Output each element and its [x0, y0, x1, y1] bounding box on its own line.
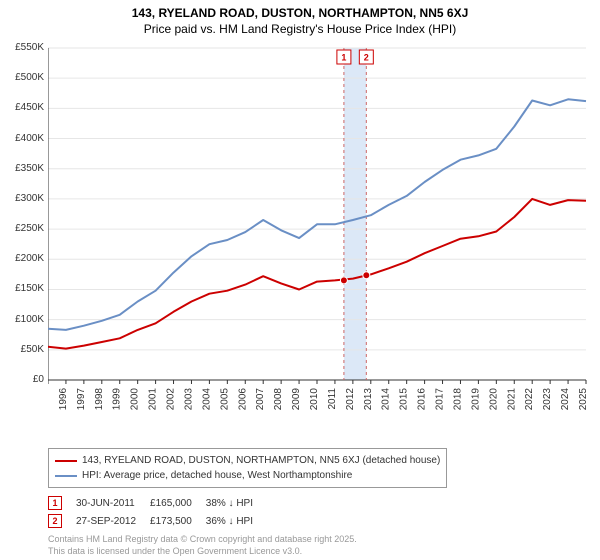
y-tick-label: £50K: [0, 344, 44, 355]
legend-item: 143, RYELAND ROAD, DUSTON, NORTHAMPTON, …: [55, 453, 440, 468]
transactions-table: 1 30-JUN-2011£165,00038% ↓ HPI 2 27-SEP-201…: [48, 494, 267, 530]
transaction-marker: 1: [48, 496, 62, 510]
legend-swatch: [55, 475, 77, 477]
y-tick-label: £0: [0, 374, 44, 385]
svg-text:1997: 1997: [76, 388, 87, 411]
svg-text:2019: 2019: [470, 388, 481, 411]
transaction-delta: 36% ↓ HPI: [206, 512, 267, 530]
svg-text:2: 2: [364, 53, 369, 63]
svg-text:2004: 2004: [201, 388, 212, 411]
svg-text:2003: 2003: [183, 388, 194, 411]
transaction-marker: 2: [48, 514, 62, 528]
svg-text:1: 1: [341, 53, 346, 63]
chart-svg: 1995 1996 1997 1998 1999 2000 2001 2002 2003 2004…: [48, 44, 592, 414]
svg-text:2016: 2016: [417, 388, 428, 411]
svg-text:2021: 2021: [506, 388, 517, 411]
footnote-line1: Contains HM Land Registry data © Crown c…: [48, 534, 357, 544]
svg-text:2011: 2011: [327, 388, 338, 410]
transaction-date: 27-SEP-2012: [76, 512, 150, 530]
svg-text:2020: 2020: [488, 388, 499, 411]
svg-text:1999: 1999: [112, 388, 123, 411]
svg-text:2002: 2002: [166, 388, 177, 411]
bottom-panel: 143, RYELAND ROAD, DUSTON, NORTHAMPTON, …: [48, 448, 592, 557]
transaction-row: 1 30-JUN-2011£165,00038% ↓ HPI: [48, 494, 267, 512]
y-tick-label: £400K: [0, 133, 44, 144]
y-tick-label: £550K: [0, 42, 44, 53]
svg-text:2013: 2013: [363, 388, 374, 411]
chart-subtitle: Price paid vs. HM Land Registry's House …: [0, 22, 600, 40]
footnote-line2: This data is licensed under the Open Gov…: [48, 546, 302, 556]
y-tick-label: £200K: [0, 253, 44, 264]
chart-plot-area: 1995 1996 1997 1998 1999 2000 2001 2002 2003 2004…: [48, 44, 592, 414]
transaction-delta: 38% ↓ HPI: [206, 494, 267, 512]
transaction-price: £165,000: [150, 494, 206, 512]
svg-text:2015: 2015: [399, 388, 410, 411]
svg-text:2017: 2017: [435, 388, 446, 411]
legend-item: HPI: Average price, detached house, West…: [55, 468, 440, 483]
svg-text:2014: 2014: [381, 388, 392, 411]
svg-text:2008: 2008: [273, 388, 284, 411]
svg-text:2001: 2001: [148, 388, 159, 411]
svg-text:2012: 2012: [345, 388, 356, 411]
svg-text:2023: 2023: [542, 388, 553, 411]
legend-box: 143, RYELAND ROAD, DUSTON, NORTHAMPTON, …: [48, 448, 447, 488]
legend-swatch: [55, 460, 77, 462]
svg-text:1996: 1996: [58, 388, 69, 411]
svg-text:1998: 1998: [94, 388, 105, 411]
svg-text:2009: 2009: [291, 388, 302, 411]
transaction-price: £173,500: [150, 512, 206, 530]
chart-container: 143, RYELAND ROAD, DUSTON, NORTHAMPTON, …: [0, 0, 600, 560]
chart-title: 143, RYELAND ROAD, DUSTON, NORTHAMPTON, …: [0, 0, 600, 22]
svg-text:2025: 2025: [578, 388, 589, 411]
y-tick-label: £450K: [0, 102, 44, 113]
svg-text:1995: 1995: [48, 388, 51, 411]
footnote: Contains HM Land Registry data © Crown c…: [48, 534, 592, 557]
svg-text:2006: 2006: [237, 388, 248, 411]
svg-text:2018: 2018: [452, 388, 463, 411]
y-tick-label: £100K: [0, 314, 44, 325]
svg-text:2007: 2007: [255, 388, 266, 411]
svg-text:2005: 2005: [219, 388, 230, 411]
y-tick-label: £500K: [0, 72, 44, 83]
y-tick-label: £250K: [0, 223, 44, 234]
transaction-date: 30-JUN-2011: [76, 494, 150, 512]
legend-label: HPI: Average price, detached house, West…: [82, 468, 352, 483]
y-tick-label: £350K: [0, 163, 44, 174]
svg-text:2024: 2024: [560, 388, 571, 411]
svg-text:2010: 2010: [309, 388, 320, 411]
svg-text:2022: 2022: [524, 388, 535, 411]
svg-text:2000: 2000: [130, 388, 141, 411]
y-tick-label: £150K: [0, 283, 44, 294]
transaction-row: 2 27-SEP-2012£173,50036% ↓ HPI: [48, 512, 267, 530]
legend-label: 143, RYELAND ROAD, DUSTON, NORTHAMPTON, …: [82, 453, 440, 468]
y-tick-label: £300K: [0, 193, 44, 204]
